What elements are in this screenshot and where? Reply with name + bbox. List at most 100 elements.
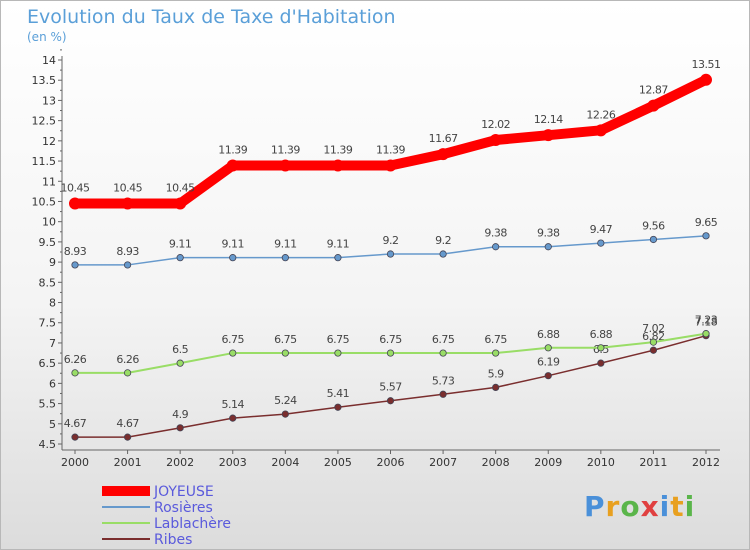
logo-letter: x	[640, 490, 660, 523]
data-label: 12.87	[639, 84, 668, 97]
x-tick-label: 2001	[114, 456, 142, 469]
data-point	[597, 359, 605, 367]
data-point	[544, 372, 552, 380]
data-label: 5.41	[327, 387, 350, 400]
data-label: 9.2	[383, 234, 399, 247]
data-point	[597, 344, 605, 352]
data-label: 9.11	[169, 238, 192, 251]
data-label: 12.14	[534, 113, 563, 126]
x-tick-label: 2005	[324, 456, 352, 469]
data-label: 11.39	[218, 143, 247, 156]
data-label: 7.18	[695, 316, 718, 329]
data-point	[229, 254, 237, 262]
data-point	[334, 349, 342, 357]
chart-subtitle: (en %)	[27, 30, 67, 44]
y-tick-label: 5	[49, 418, 56, 431]
y-tick-label: 7.5	[39, 317, 57, 330]
data-label: 6.88	[590, 328, 613, 341]
data-label: 6.75	[274, 333, 297, 346]
data-point	[544, 243, 552, 251]
legend-label: Ribes	[154, 532, 192, 548]
x-tick-label: 2004	[271, 456, 299, 469]
x-tick-label: 2000	[61, 456, 89, 469]
y-tick-label: 9	[49, 256, 56, 269]
data-label: 11.39	[376, 143, 405, 156]
data-label: 12.02	[481, 118, 510, 131]
logo-letter: i	[659, 490, 671, 523]
data-point	[439, 349, 447, 357]
data-point	[489, 134, 502, 147]
y-tick-label: 6	[49, 377, 56, 390]
data-point	[700, 73, 712, 86]
data-label: 11.39	[271, 143, 300, 156]
data-label: 9.11	[327, 238, 350, 251]
data-point	[123, 369, 132, 377]
y-tick-label: 9.5	[39, 236, 57, 249]
data-label: 4.9	[172, 408, 188, 421]
data-point	[649, 346, 658, 354]
y-tick-label: 13	[42, 94, 56, 107]
data-point	[174, 197, 187, 210]
data-point	[492, 243, 500, 251]
data-label: 6.26	[116, 353, 139, 366]
logo-letter: t	[670, 490, 685, 523]
data-point	[331, 159, 344, 172]
data-label: 6.26	[64, 353, 87, 366]
x-tick-label: 2012	[692, 456, 720, 469]
data-label: 10.45	[61, 181, 90, 194]
data-point	[123, 261, 132, 269]
data-label: 13.51	[692, 58, 721, 71]
data-point	[71, 369, 79, 377]
data-label: 6.75	[379, 333, 402, 346]
data-point	[229, 414, 237, 422]
chart-title: Evolution du Taux de Taxe d'Habitation	[27, 6, 396, 28]
data-point	[439, 250, 447, 258]
y-tick-label: 4.5	[39, 438, 57, 451]
data-label: 9.11	[274, 238, 297, 251]
data-label: 6.82	[642, 330, 665, 343]
x-tick-label: 2003	[219, 456, 247, 469]
data-point	[437, 148, 450, 161]
legend-label: JOYEUSE	[153, 484, 214, 500]
data-point	[69, 197, 81, 210]
data-label: 9.2	[435, 234, 451, 247]
data-point	[702, 330, 710, 338]
data-label: 6.19	[537, 356, 560, 369]
y-tick-label: 13.5	[32, 74, 57, 87]
data-label: 6.75	[432, 333, 455, 346]
y-tick-label: 11.5	[32, 155, 57, 168]
data-point	[649, 338, 658, 346]
data-label: 4.67	[64, 417, 87, 430]
data-label: 9.47	[590, 223, 613, 236]
data-point	[492, 349, 500, 357]
y-tick-label: 11	[42, 175, 56, 188]
y-tick-label: 7	[49, 337, 56, 350]
y-tick-label: 12	[42, 135, 56, 148]
data-label: 11.39	[323, 143, 352, 156]
logo-letter: P	[584, 490, 606, 523]
y-tick-label: 10.5	[32, 195, 57, 208]
y-tick-label: 6.5	[39, 357, 57, 370]
data-label: 6.75	[484, 333, 507, 346]
data-point	[71, 433, 79, 441]
data-label: 4.67	[116, 417, 139, 430]
data-label: 6.5	[172, 343, 188, 356]
x-tick-label: 2006	[377, 456, 405, 469]
data-point	[386, 397, 395, 405]
data-label: 9.65	[695, 216, 718, 229]
x-tick-label: 2002	[166, 456, 194, 469]
data-point	[386, 250, 395, 258]
data-point	[439, 390, 447, 398]
data-label: 5.9	[488, 367, 504, 380]
legend-label: Rosières	[154, 500, 213, 516]
data-point	[226, 159, 239, 172]
data-label: 9.11	[222, 238, 245, 251]
data-label: 8.93	[116, 245, 139, 258]
y-tick-label: 10	[42, 216, 56, 229]
data-point	[386, 349, 395, 357]
data-label: 9.56	[642, 219, 665, 232]
data-label: 8.93	[64, 245, 87, 258]
data-label: 7.23	[695, 314, 718, 327]
